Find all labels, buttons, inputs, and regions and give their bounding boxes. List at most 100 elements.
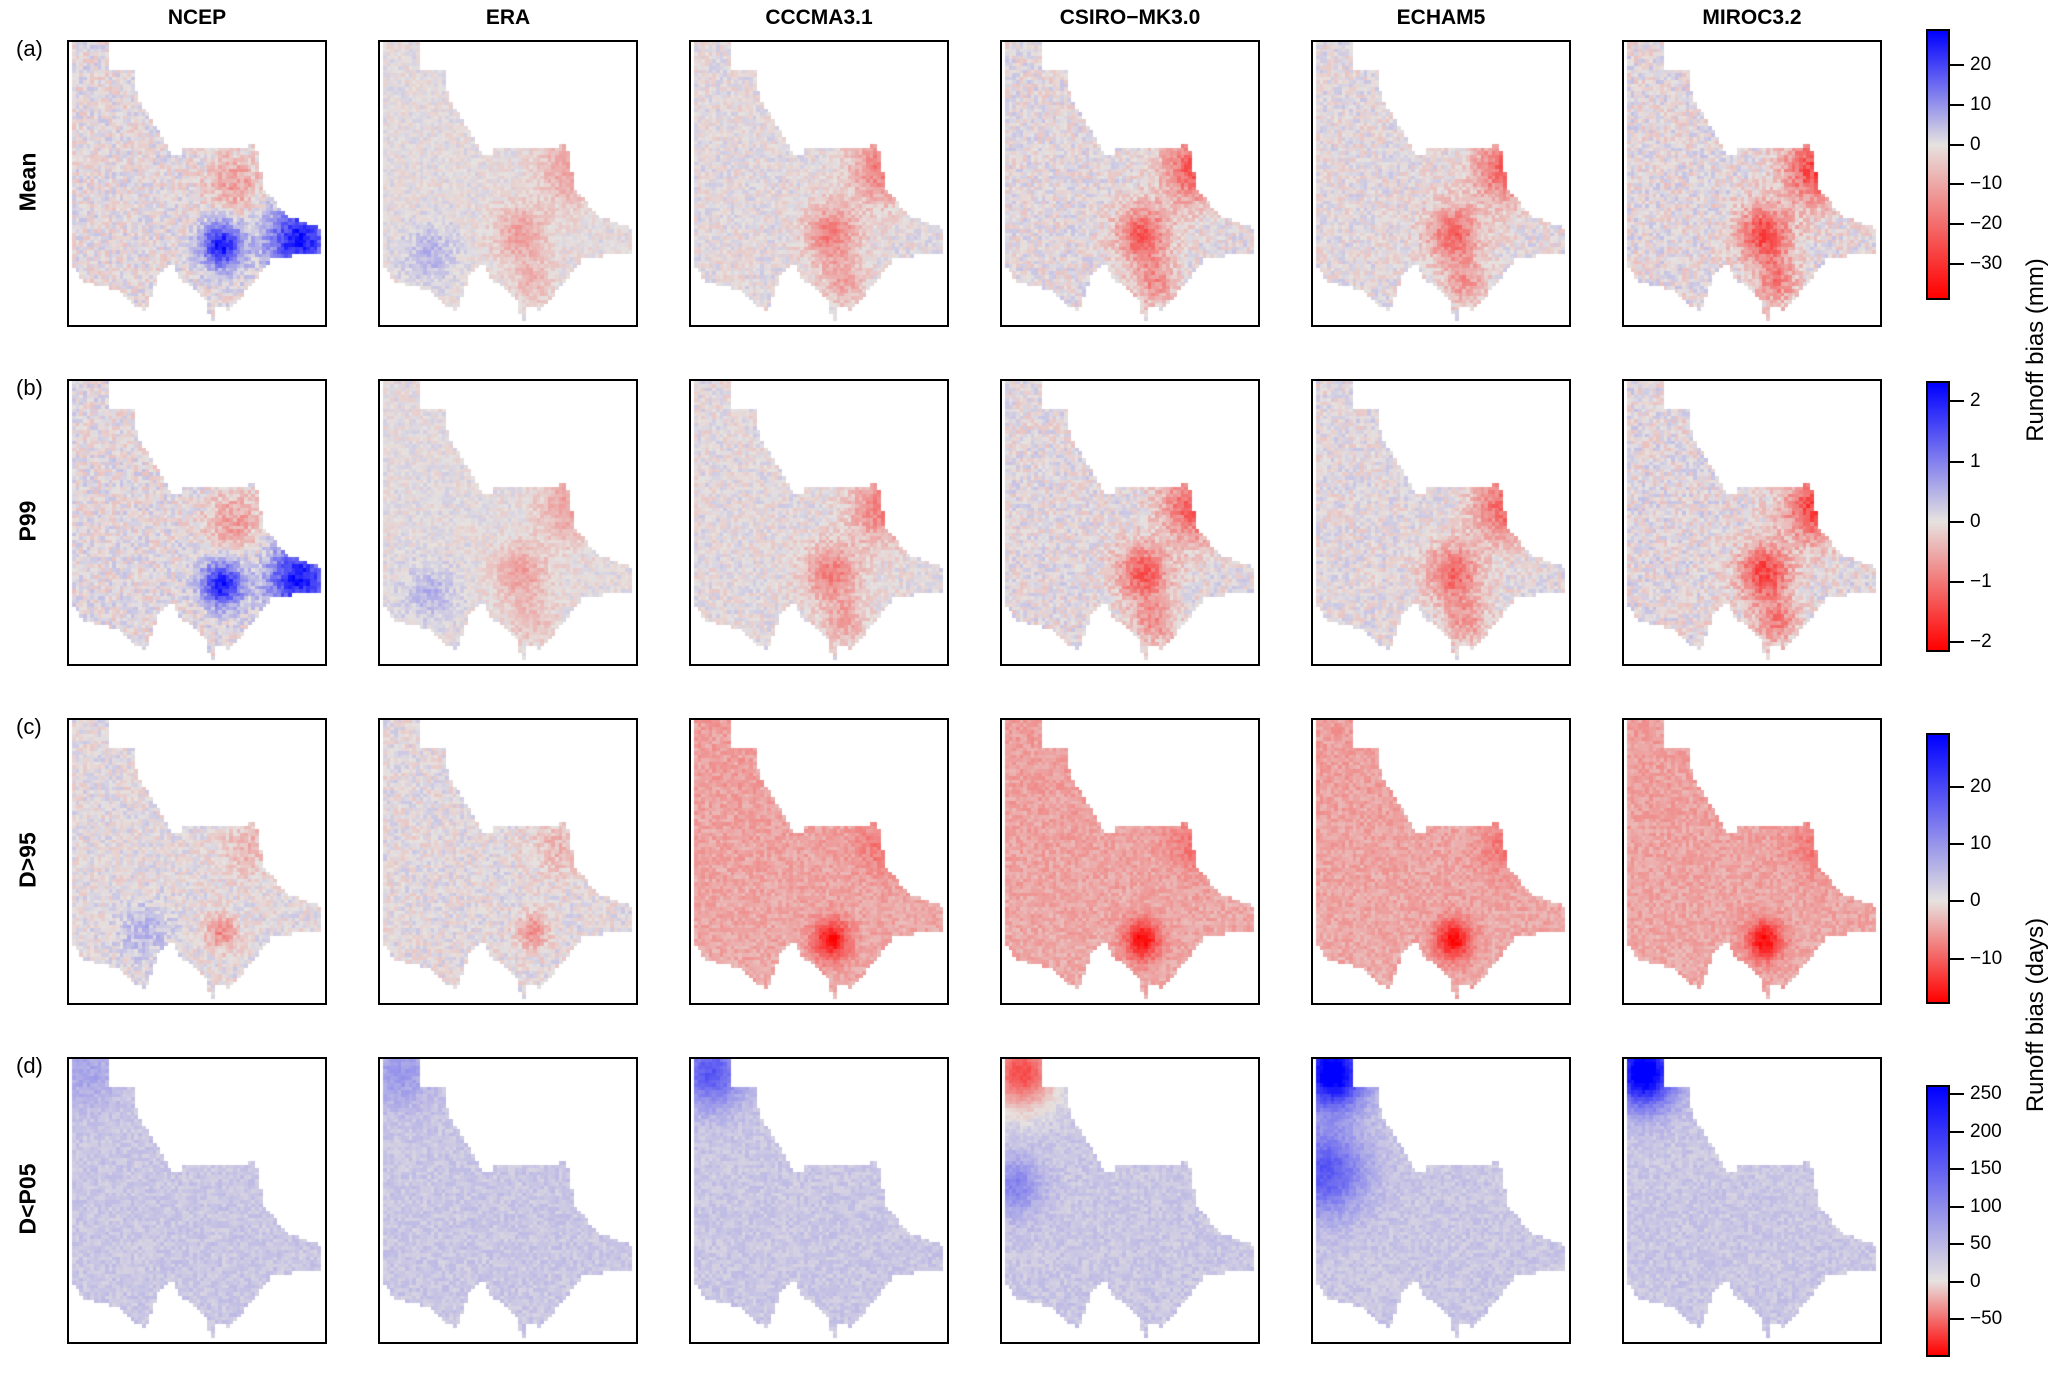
colorbar-tick-label: 0 bbox=[1970, 1270, 1981, 1292]
map-heatmap-2-4 bbox=[1313, 720, 1569, 1003]
colorbar-tick-label: 100 bbox=[1970, 1195, 2002, 1217]
map-heatmap-2-3 bbox=[1002, 720, 1258, 1003]
column-title: ERA bbox=[485, 6, 531, 29]
colorbar-tick bbox=[1950, 900, 1964, 903]
map-panel bbox=[1622, 1057, 1882, 1344]
map-panel bbox=[1311, 379, 1571, 666]
map-panel bbox=[1000, 379, 1260, 666]
map-heatmap-3-3 bbox=[1002, 1059, 1258, 1342]
colorbar-tick-label: 1 bbox=[1970, 450, 1981, 472]
map-heatmap-2-5 bbox=[1624, 720, 1880, 1003]
colorbar bbox=[1926, 381, 1950, 652]
map-heatmap-0-0 bbox=[69, 42, 325, 325]
colorbar-tick-label: 10 bbox=[1970, 93, 1992, 115]
colorbar-tick bbox=[1950, 1318, 1964, 1321]
colorbar-tick-label: −30 bbox=[1970, 253, 2003, 275]
colorbar-tick bbox=[1950, 103, 1964, 106]
colorbar-tick-label: 10 bbox=[1970, 833, 1992, 855]
colorbar-tick bbox=[1950, 400, 1964, 403]
colorbar-tick-label: 0 bbox=[1970, 133, 1981, 155]
map-panel bbox=[689, 1057, 949, 1344]
colorbar-tick bbox=[1950, 1280, 1964, 1283]
colorbar-tick-label: 2 bbox=[1970, 390, 1981, 412]
colorbar bbox=[1926, 1085, 1950, 1357]
colorbar-tick-label: −1 bbox=[1970, 570, 1992, 592]
map-heatmap-2-2 bbox=[691, 720, 947, 1003]
colorbar-tick-label: −50 bbox=[1970, 1308, 2003, 1330]
map-panel bbox=[1311, 718, 1571, 1005]
colorbar-tick-label: 20 bbox=[1970, 53, 1992, 75]
map-panel bbox=[378, 40, 638, 327]
map-heatmap-3-5 bbox=[1624, 1059, 1880, 1342]
map-heatmap-2-1 bbox=[380, 720, 636, 1003]
map-panel bbox=[689, 40, 949, 327]
map-panel bbox=[1622, 718, 1882, 1005]
map-heatmap-1-5 bbox=[1624, 381, 1880, 664]
colorbar-tick-label: −10 bbox=[1970, 173, 2003, 195]
map-heatmap-0-2 bbox=[691, 42, 947, 325]
column-title: CCCMA3.1 bbox=[765, 6, 873, 29]
map-heatmap-3-2 bbox=[691, 1059, 947, 1342]
map-panel bbox=[1000, 718, 1260, 1005]
colorbar-tick bbox=[1950, 1168, 1964, 1171]
colorbar-tick-label: 150 bbox=[1970, 1158, 2002, 1180]
map-heatmap-0-5 bbox=[1624, 42, 1880, 325]
map-heatmap-1-4 bbox=[1313, 381, 1569, 664]
map-panel bbox=[689, 718, 949, 1005]
map-panel bbox=[378, 718, 638, 1005]
colorbar-tick-label: −10 bbox=[1970, 947, 2003, 969]
colorbar-tick bbox=[1950, 460, 1964, 463]
map-heatmap-1-1 bbox=[380, 381, 636, 664]
row-tag: (c) bbox=[16, 714, 42, 739]
colorbar-axis-label: Runoff bias (days) bbox=[2022, 917, 2049, 1113]
colorbar-tick bbox=[1950, 1130, 1964, 1133]
map-heatmap-3-4 bbox=[1313, 1059, 1569, 1342]
colorbar-tick bbox=[1950, 957, 1964, 960]
row-name: Mean bbox=[14, 152, 41, 211]
colorbar-tick-label: 0 bbox=[1970, 890, 1981, 912]
map-panel bbox=[67, 1057, 327, 1344]
colorbar-tick-label: −20 bbox=[1970, 213, 2003, 235]
map-heatmap-1-0 bbox=[69, 381, 325, 664]
colorbar-tick bbox=[1950, 640, 1964, 643]
column-title: CSIRO−MK3.0 bbox=[1059, 6, 1201, 29]
row-name: P99 bbox=[14, 500, 41, 541]
map-heatmap-1-3 bbox=[1002, 381, 1258, 664]
colorbar-tick bbox=[1950, 143, 1964, 146]
colorbar-tick bbox=[1950, 520, 1964, 523]
map-heatmap-0-3 bbox=[1002, 42, 1258, 325]
row-name: D<P05 bbox=[14, 1163, 41, 1234]
colorbar-tick bbox=[1950, 785, 1964, 788]
colorbar-tick bbox=[1950, 1205, 1964, 1208]
map-panel bbox=[67, 718, 327, 1005]
colorbar-tick bbox=[1950, 223, 1964, 226]
colorbar-tick bbox=[1950, 63, 1964, 66]
row-tag: (d) bbox=[16, 1053, 43, 1078]
colorbar-axis-label: Runoff bias (mm) bbox=[2022, 258, 2049, 442]
map-panel bbox=[67, 379, 327, 666]
colorbar-tick-label: 250 bbox=[1970, 1083, 2002, 1105]
map-heatmap-0-4 bbox=[1313, 42, 1569, 325]
map-panel bbox=[689, 379, 949, 666]
map-panel bbox=[1311, 40, 1571, 327]
row-tag: (a) bbox=[16, 36, 43, 61]
colorbar-tick-label: −2 bbox=[1970, 630, 1992, 652]
map-panel bbox=[1311, 1057, 1571, 1344]
map-heatmap-0-1 bbox=[380, 42, 636, 325]
colorbar-tick-label: 200 bbox=[1970, 1120, 2002, 1142]
colorbar-tick bbox=[1950, 580, 1964, 583]
map-heatmap-3-0 bbox=[69, 1059, 325, 1342]
column-title: MIROC3.2 bbox=[1702, 6, 1802, 29]
colorbar bbox=[1926, 29, 1950, 300]
row-name: D>95 bbox=[14, 831, 41, 888]
map-heatmap-3-1 bbox=[380, 1059, 636, 1342]
map-panel bbox=[1000, 40, 1260, 327]
colorbar-tick bbox=[1950, 1243, 1964, 1246]
map-panel bbox=[67, 40, 327, 327]
map-heatmap-2-0 bbox=[69, 720, 325, 1003]
column-title: ECHAM5 bbox=[1396, 6, 1486, 29]
map-panel bbox=[1622, 40, 1882, 327]
colorbar-tick-label: 20 bbox=[1970, 775, 1992, 797]
map-panel bbox=[378, 379, 638, 666]
colorbar-tick-label: 0 bbox=[1970, 510, 1981, 532]
